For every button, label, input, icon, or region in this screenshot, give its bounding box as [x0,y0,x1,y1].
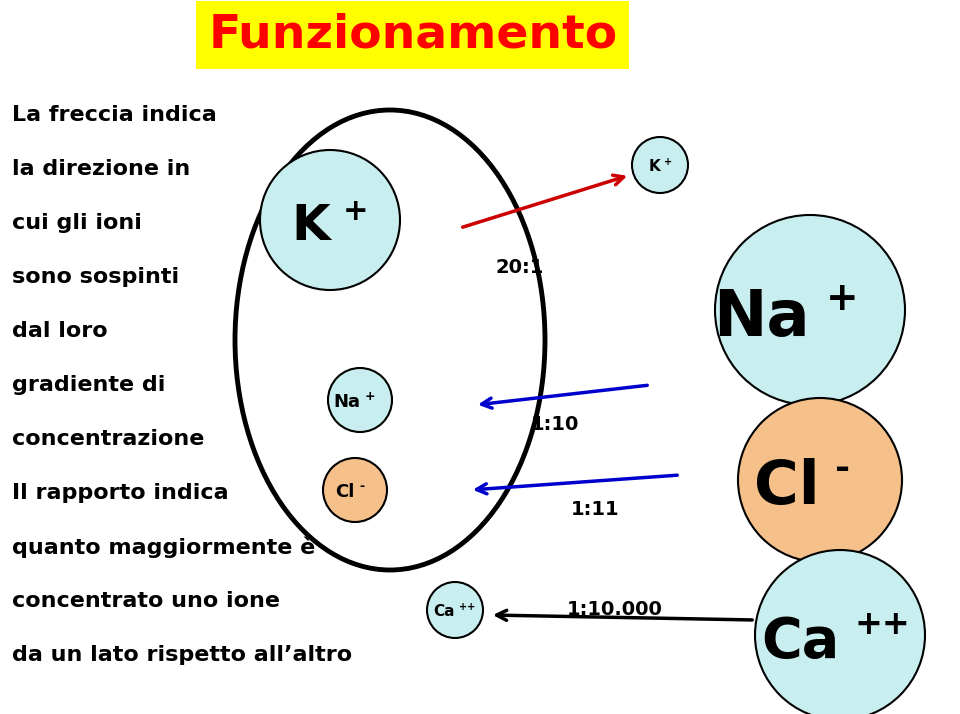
Circle shape [755,550,925,714]
Text: +: + [664,157,672,167]
Text: la direzione in: la direzione in [12,159,190,179]
Text: Na: Na [713,287,810,349]
Text: Ca: Ca [761,615,840,669]
Circle shape [632,137,688,193]
Text: K: K [648,159,660,174]
Text: La freccia indica: La freccia indica [12,105,217,125]
Text: ++: ++ [854,608,910,641]
Text: -: - [835,452,851,486]
Circle shape [738,398,902,562]
Text: concentrato uno ione: concentrato uno ione [12,591,280,611]
Circle shape [260,150,400,290]
Ellipse shape [235,110,545,570]
Text: Funzionamento: Funzionamento [208,13,617,58]
Text: da un lato rispetto all’altro: da un lato rispetto all’altro [12,645,352,665]
Text: 1:11: 1:11 [570,500,619,519]
Circle shape [715,215,905,405]
Text: Na: Na [333,393,360,411]
Text: dal loro: dal loro [12,321,108,341]
Text: Cl: Cl [336,483,355,501]
Text: Ca: Ca [434,605,455,620]
Text: cui gli ioni: cui gli ioni [12,213,142,233]
Text: -: - [360,481,365,493]
Text: 20:1: 20:1 [495,258,544,277]
Text: quanto maggiormente è: quanto maggiormente è [12,537,315,558]
Text: +: + [343,196,369,226]
Text: ++: ++ [459,602,475,612]
Text: concentrazione: concentrazione [12,429,204,449]
Text: sono sospinti: sono sospinti [12,267,180,287]
Text: 1:10.000: 1:10.000 [567,600,663,619]
Text: +: + [827,279,859,318]
Text: K: K [291,203,330,251]
Circle shape [427,582,483,638]
Circle shape [328,368,392,432]
Circle shape [323,458,387,522]
Text: 1:10: 1:10 [531,415,579,434]
Text: Il rapporto indica: Il rapporto indica [12,483,228,503]
Text: +: + [365,391,375,403]
Text: gradiente di: gradiente di [12,375,165,395]
Text: Cl: Cl [755,458,820,518]
